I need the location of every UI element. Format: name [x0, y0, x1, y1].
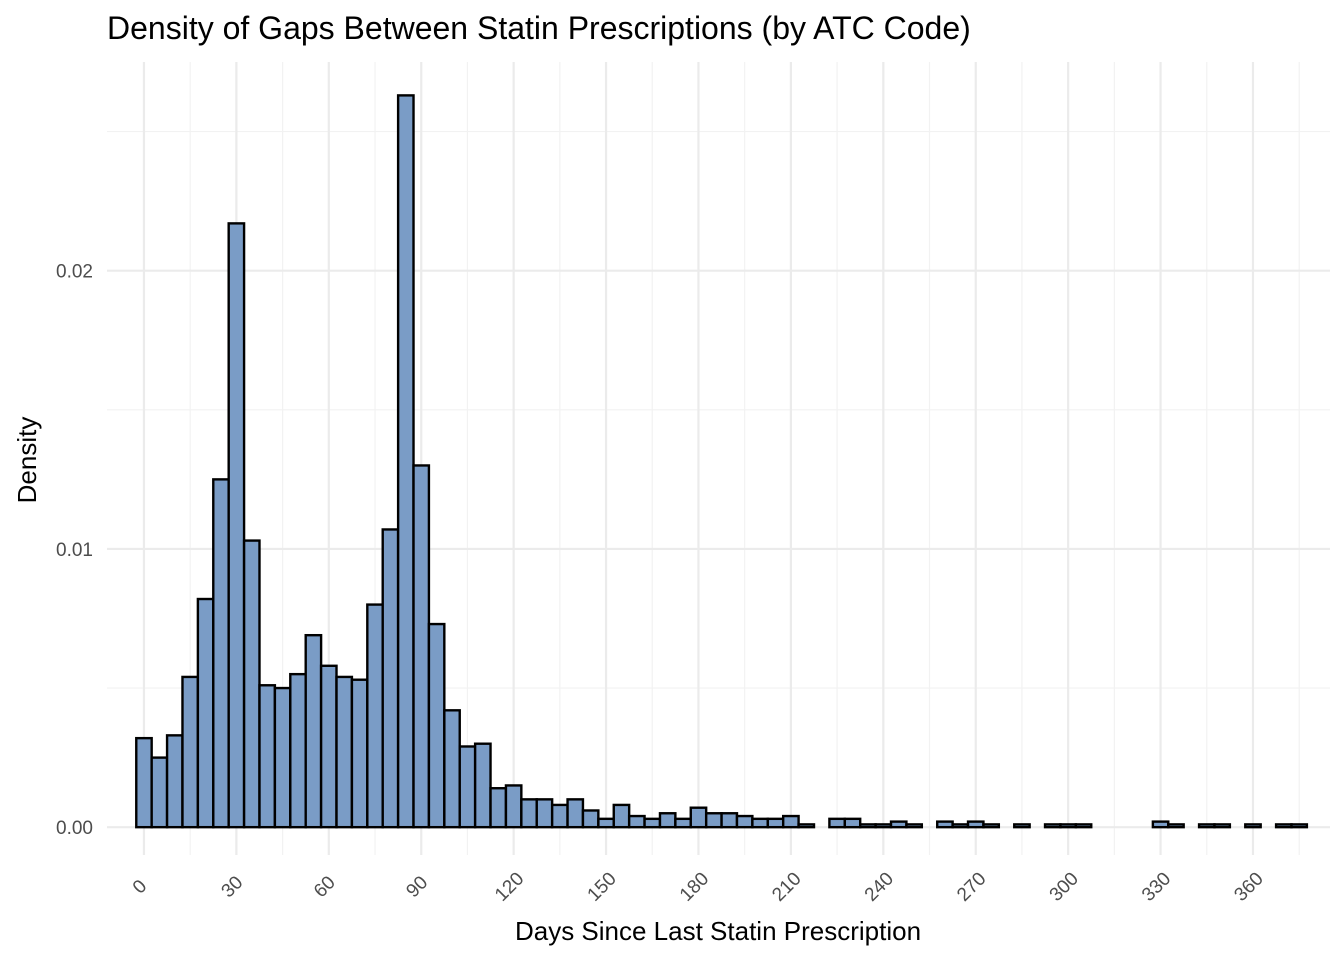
x-tick-label: 180: [676, 868, 713, 905]
histogram-bar: [828, 817, 847, 829]
histogram-bar: [242, 539, 261, 829]
histogram-bar: [427, 622, 446, 829]
histogram-bar: [1059, 823, 1078, 829]
y-axis-title: Density: [12, 417, 42, 504]
x-tick-label: 270: [953, 868, 990, 905]
histogram-bar: [381, 528, 400, 829]
histogram-bar: [1151, 820, 1170, 829]
x-tick-label: 150: [584, 868, 621, 905]
histogram-bar: [396, 94, 415, 829]
histogram-bar: [704, 812, 723, 829]
x-tick-label: 300: [1046, 868, 1083, 905]
histogram-bar: [1013, 823, 1031, 829]
histogram-bar: [227, 222, 246, 829]
histogram-bar: [674, 817, 692, 829]
y-tick-label: 0.01: [56, 540, 93, 561]
histogram-bar: [165, 734, 184, 829]
histogram-bar: [489, 787, 508, 829]
histogram-bar: [1244, 823, 1262, 829]
histogram-bar: [597, 817, 615, 829]
chart-title: Density of Gaps Between Statin Prescript…: [107, 10, 971, 46]
histogram-bar: [135, 736, 153, 829]
histogram-bar: [781, 814, 800, 829]
histogram-bar: [843, 817, 862, 829]
x-tick-label: 90: [402, 872, 432, 902]
histogram-bar: [905, 823, 924, 829]
histogram-bar: [212, 478, 230, 829]
x-axis-title: Days Since Last Statin Prescription: [515, 916, 921, 946]
histogram-bar: [473, 742, 492, 829]
y-tick-label: 0.02: [56, 262, 93, 283]
x-tick-label: 210: [768, 868, 805, 905]
histogram-bar: [1043, 823, 1062, 829]
y-tick-label: 0.00: [56, 818, 93, 839]
histogram-bar: [751, 817, 769, 829]
histogram-bar: [1074, 823, 1093, 829]
histogram-bar: [366, 603, 384, 829]
x-tick-label: 60: [310, 872, 340, 902]
histogram-bar: [1274, 823, 1293, 829]
histogram-bar: [412, 464, 431, 829]
histogram-bar: [273, 686, 292, 829]
histogram-bar: [797, 823, 816, 829]
histogram-bar: [612, 803, 631, 829]
histogram-bar: [1167, 823, 1185, 829]
histogram-bar: [689, 806, 708, 829]
histogram-bar: [936, 820, 954, 829]
histogram-bar: [951, 823, 970, 829]
histogram-bar: [735, 814, 754, 829]
histogram-bar: [566, 798, 585, 829]
x-tick-label: 120: [491, 868, 528, 905]
histogram-bar: [720, 812, 739, 829]
histogram-bar: [643, 817, 662, 829]
histogram-bar: [982, 823, 1001, 829]
x-tick-label: 360: [1230, 868, 1267, 905]
histogram-bar: [859, 823, 877, 829]
histogram-bar: [1213, 823, 1232, 829]
histogram-bar: [535, 798, 554, 829]
histogram-bar: [581, 809, 600, 829]
histogram-bar: [150, 756, 169, 829]
histogram-bar: [319, 664, 338, 829]
histogram-bar: [258, 684, 277, 829]
histogram-bar: [443, 709, 461, 829]
histogram-bar: [504, 784, 523, 829]
histogram-bar: [196, 597, 215, 829]
histogram-bar: [520, 798, 538, 829]
histogram-bar: [550, 803, 569, 829]
histogram-bar: [966, 820, 985, 829]
histogram-bar: [1197, 823, 1216, 829]
histogram-bar: [181, 675, 200, 829]
histogram-bar: [304, 633, 323, 829]
x-axis-ticks: 0 30 60 90 120 150 180 210 240 270 300 330 360: [129, 868, 1268, 905]
x-tick-label: 330: [1138, 868, 1175, 905]
bars: [135, 94, 1309, 829]
x-tick-label: 240: [861, 868, 898, 905]
y-axis-ticks: 0.00 0.01 0.02: [56, 262, 93, 839]
histogram-bar: [874, 823, 893, 829]
histogram-bar: [335, 675, 354, 829]
histogram-bar: [766, 817, 785, 829]
x-tick-label: 30: [218, 872, 248, 902]
histogram-bar: [289, 672, 307, 829]
x-tick-label: 0: [129, 876, 151, 898]
histogram-bar: [1290, 823, 1309, 829]
histogram-bar: [458, 745, 477, 829]
histogram-bar: [658, 812, 677, 829]
histogram-bar: [889, 820, 908, 829]
histogram-bar: [627, 814, 646, 829]
histogram-bar: [350, 678, 369, 829]
